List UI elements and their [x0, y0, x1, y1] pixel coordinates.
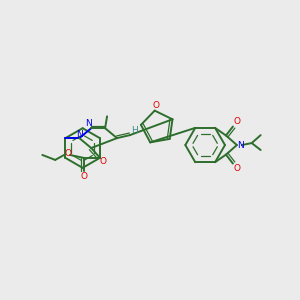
Text: O: O	[80, 172, 87, 181]
Text: N: N	[238, 140, 244, 149]
Text: O: O	[64, 149, 72, 158]
Text: O: O	[152, 101, 159, 110]
Text: O: O	[233, 164, 240, 173]
Text: H: H	[131, 126, 138, 135]
Text: N: N	[85, 119, 92, 128]
Text: O: O	[233, 117, 240, 126]
Text: O: O	[100, 158, 106, 166]
Text: N: N	[76, 130, 83, 139]
